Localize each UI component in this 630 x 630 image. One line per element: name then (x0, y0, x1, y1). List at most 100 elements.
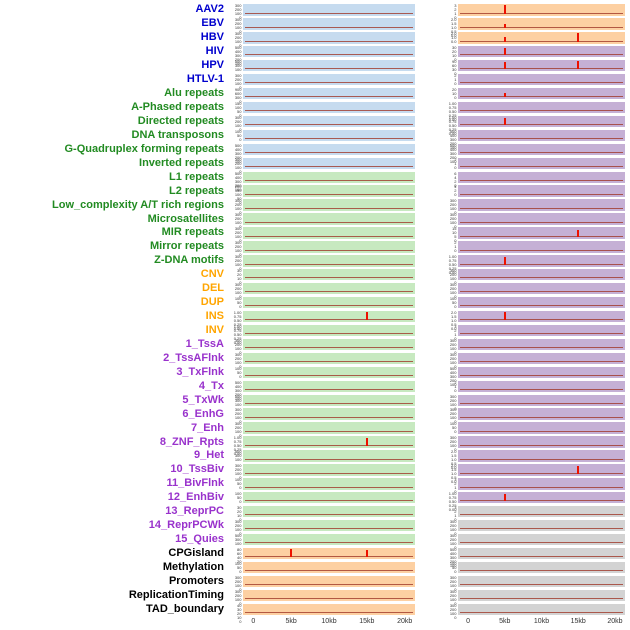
track-row-replicationtiming: ReplicationTiming 300 200 100 0 300 200 100 0 (0, 588, 630, 605)
row-label: 2_TssAFlnk (163, 351, 224, 364)
y-tick-label: 200 (449, 592, 457, 598)
y-tick-label: 0 (454, 182, 457, 188)
track-row-microsatellites: Microsatellites 300 200 100 0 300 200 100 0 (0, 212, 630, 230)
row-label: HPV (201, 59, 224, 72)
track-row-10-tssbiv: 10_TssBiv 300 200 100 0 2.0 1.5 1.0 0.5 0.0 (0, 463, 630, 484)
signal-line (460, 305, 623, 307)
row-label: ReplicationTiming (128, 588, 224, 601)
y-tick-label: 1 (454, 76, 457, 82)
y-tick-label: 500 (234, 45, 242, 51)
y-axis-left: 500 300 100 (228, 533, 243, 545)
left-panel (243, 324, 415, 337)
signal-line (460, 263, 623, 265)
left-panel (243, 589, 415, 602)
left-panel (243, 18, 415, 30)
y-tick-label: 200 (234, 286, 242, 292)
y-tick-label: 2 (454, 379, 457, 385)
signal-line (460, 235, 623, 237)
y-axis-left: 500 400 300 200 100 (228, 143, 243, 163)
y-tick-label: 0 (454, 15, 457, 21)
row-label: A-Phased repeats (131, 101, 224, 114)
y-tick-label: 400 (234, 383, 242, 389)
y-tick-label: 200 (449, 154, 457, 160)
y-tick-label: 0.5 (450, 29, 457, 35)
y-tick-label: 30 (452, 67, 457, 73)
y-tick-label: 200 (234, 592, 242, 598)
y-tick-label: 80 (237, 546, 242, 552)
y-tick-label: 0 (454, 600, 457, 606)
y-tick-label: 300 (449, 518, 457, 524)
y-axis-left: 1.00 0.75 0.50 0.25 0.00 (228, 310, 243, 330)
y-tick-label: 0 (239, 200, 242, 206)
y-tick-label: 200 (234, 160, 242, 166)
signal-line (460, 207, 623, 209)
y-tick-label: 0 (454, 489, 457, 495)
y-tick-label: 300 (234, 94, 242, 100)
signal-line (460, 598, 623, 600)
y-axis-left: 200 150 100 50 0 (228, 185, 243, 205)
y-tick-label: 1.5 (450, 313, 457, 319)
y-tick-label: 0.75 (233, 313, 242, 319)
y-tick-label: 100 (234, 61, 242, 67)
y-tick-label: 100 (234, 192, 242, 198)
track-row-alu-repeats: Alu repeats 900 600 300 0 20 10 0 (0, 87, 630, 103)
y-tick-label: 500 (234, 170, 242, 176)
y-tick-label: 0 (239, 252, 242, 258)
y-axis-left: 300 200 100 0 (228, 115, 243, 131)
y-tick-label: 2 (454, 327, 457, 333)
peak-marker (503, 24, 506, 28)
track-row-14-reprpcwk: 14_ReprPCWk 300 200 100 0 300 200 100 0 (0, 518, 630, 535)
left-panel (243, 227, 415, 239)
y-axis-left: 300 200 100 0 (228, 408, 243, 424)
y-tick-label: 0 (454, 71, 457, 77)
left-panel (243, 157, 415, 169)
y-axis-right: 300 200 100 0 (415, 575, 458, 591)
y-axis-right: 500 400 300 200 100 (415, 547, 458, 567)
left-panel (243, 533, 415, 546)
y-tick-label: 0 (239, 224, 242, 230)
y-tick-label: 300 (234, 53, 242, 59)
y-axis-left: 40 30 20 10 0 (228, 603, 243, 623)
peak-marker (503, 493, 506, 502)
y-tick-label: 0 (454, 238, 457, 244)
y-tick-label: 20 (237, 610, 242, 616)
track-row-del: DEL 300 200 100 0 300 200 100 0 (0, 282, 630, 299)
y-tick-label: 0.00 (448, 130, 457, 136)
y-tick-label: 2.0 (450, 31, 457, 37)
y-axis-left: 1.00 0.75 0.50 0.25 0.00 (228, 436, 243, 456)
y-tick-label: 2 (454, 72, 457, 78)
signal-line (460, 124, 623, 126)
y-axis-left: 500 300 100 (228, 60, 243, 72)
y-tick-label: 100 (234, 104, 242, 110)
y-tick-label: 0 (454, 164, 457, 170)
y-tick-label: 300 (234, 574, 242, 580)
y-tick-label: 100 (449, 562, 457, 568)
row-label: 7_Enh (190, 421, 224, 434)
left-panel (243, 547, 415, 560)
y-tick-label: 200 (449, 536, 457, 542)
y-tick-label: 400 (449, 132, 457, 138)
y-tick-label: 100 (449, 295, 457, 301)
y-tick-label: 100 (449, 401, 457, 407)
y-tick-label: 200 (234, 154, 242, 160)
y-tick-label: 1 (454, 244, 457, 250)
track-row-2-tssaflnk: 2_TssAFlnk 300 200 100 0 300 200 100 0 (0, 351, 630, 368)
y-tick-label: 0 (239, 419, 242, 425)
y-tick-label: 100 (234, 262, 242, 268)
y-tick-label: 50 (452, 564, 457, 570)
peak-marker (503, 312, 506, 321)
y-tick-label: 100 (234, 457, 242, 463)
y-tick-label: 0.0 (450, 479, 457, 485)
row-label: DNA transposons (131, 128, 225, 141)
y-axis-left: 100 50 0 (228, 478, 243, 490)
y-tick-label: 100 (234, 365, 242, 371)
y-axis-left: 100 50 0 (228, 561, 243, 573)
y-tick-label: 200 (234, 391, 242, 397)
y-tick-label: 0 (239, 84, 242, 90)
y-tick-label: 300 (449, 554, 457, 560)
y-tick-label: 60 (237, 550, 242, 556)
right-panel (458, 213, 625, 225)
